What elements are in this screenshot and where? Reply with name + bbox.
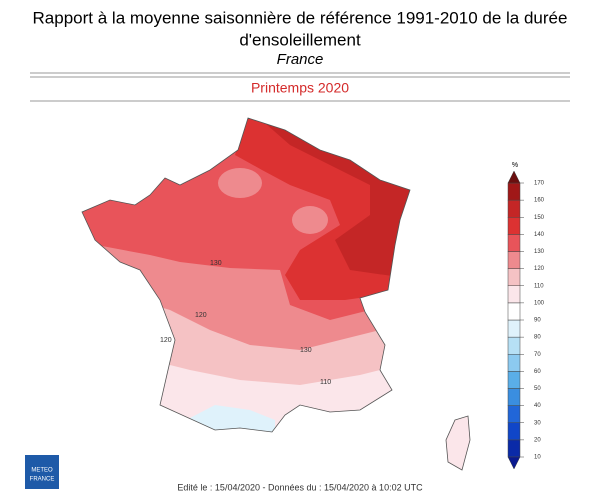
footer-credit: Edité le : 15/04/2020 - Données du : 15/… [177,482,423,492]
colorbar-tick-label: 50 [534,386,541,392]
title: Rapport à la moyenne saisonnière de réfé… [33,8,568,27]
colorbar-band [507,285,521,304]
legend-unit: % [512,162,518,169]
logo [25,455,59,489]
period: Printemps 2020 [251,80,349,96]
colorbar-tick-label: 80 [534,335,541,341]
logo-text: FRANCE [30,477,55,483]
colorbar-band [507,182,521,201]
colorbar-tick-label: 120 [534,266,545,272]
corsica [445,415,471,471]
title: d'ensoleillement [239,30,361,49]
region: France [277,51,324,68]
contour-label: 120 [160,337,172,344]
colorbar-tick-label: 140 [534,232,545,238]
colorbar-band [507,405,521,423]
logo-text: METEO [31,468,53,474]
colorbar-band [507,251,521,269]
colorbar-band [507,302,521,321]
colorbar-tick-label: 20 [534,437,541,443]
colorbar-tick-label: 10 [534,455,541,461]
colorbar-tick-label: 150 [534,215,545,221]
colorbar-tick-label: 160 [534,198,545,204]
contour-label: 130 [210,260,222,267]
colorbar-band [507,268,521,286]
colorbar-band [507,217,521,235]
colorbar-tick-label: 90 [534,318,541,324]
contour-label: 130 [300,347,312,354]
colorbar-arrow [507,456,521,470]
contour-label: 120 [195,312,207,319]
colorbar-tick-label: 70 [534,352,541,358]
colorbar-band [507,422,521,441]
colorbar-band [507,234,521,252]
colorbar-band [507,319,521,338]
colorbar: 10 20 30 40 50 60 70 80 90 100 110 120 130 140 150 160 1… [507,170,545,470]
colorbar-tick-label: 30 [534,420,541,426]
colorbar-band [507,199,521,218]
colorbar-band [507,336,521,355]
colorbar-tick-label: 40 [534,403,541,409]
colorbar-band [507,388,521,406]
colorbar-arrow [507,170,521,184]
colorbar-tick-label: 100 [534,300,545,306]
colorbar-tick-label: 170 [534,181,545,187]
colorbar-band [507,371,521,389]
colorbar-tick-label: 110 [534,283,544,289]
france-map [82,118,410,432]
colorbar-band [507,354,521,372]
contour-label: 110 [320,379,331,386]
colorbar-tick-label: 130 [534,249,545,255]
colorbar-tick-label: 60 [534,369,541,375]
colorbar-band [507,439,521,458]
